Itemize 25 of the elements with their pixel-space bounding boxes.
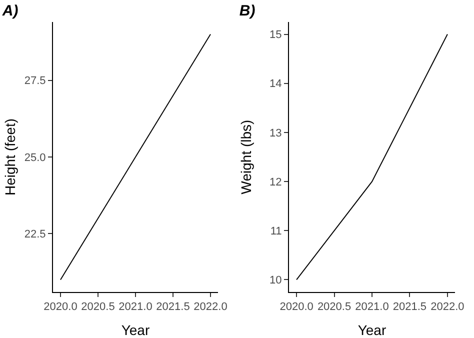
y-tick-label: 22.5 <box>24 228 46 241</box>
x-tick-label: 2020.5 <box>317 301 352 314</box>
x-tick-label: 2022.0 <box>430 301 464 314</box>
x-tick-label: 2020.5 <box>81 301 115 314</box>
y-axis-title: Height (feet) <box>2 118 18 196</box>
y-axis-title: Weight (lbs) <box>238 120 254 194</box>
chart-title: B) <box>239 2 256 20</box>
x-tick-label: 2020.0 <box>280 301 314 314</box>
y-tick-label: 10 <box>270 274 282 287</box>
x-tick-label: 2021.0 <box>118 301 152 314</box>
chart-title: A) <box>1 2 18 20</box>
x-axis-title: Year <box>121 322 150 338</box>
x-tick-label: 2022.0 <box>194 301 228 314</box>
y-tick-label: 13 <box>270 127 282 140</box>
x-tick-label: 2021.5 <box>156 301 190 314</box>
y-tick-label: 12 <box>270 176 282 188</box>
y-tick-label: 15 <box>270 29 282 42</box>
x-tick-label: 2021.0 <box>355 301 389 314</box>
x-tick-label: 2021.5 <box>392 301 427 314</box>
y-tick-label: 27.5 <box>24 75 46 88</box>
y-tick-label: 25.0 <box>24 152 46 164</box>
y-tick-label: 11 <box>270 225 282 238</box>
x-axis-title: Year <box>358 322 386 338</box>
x-tick-label: 2020.0 <box>44 301 78 314</box>
y-tick-label: 14 <box>270 78 282 90</box>
